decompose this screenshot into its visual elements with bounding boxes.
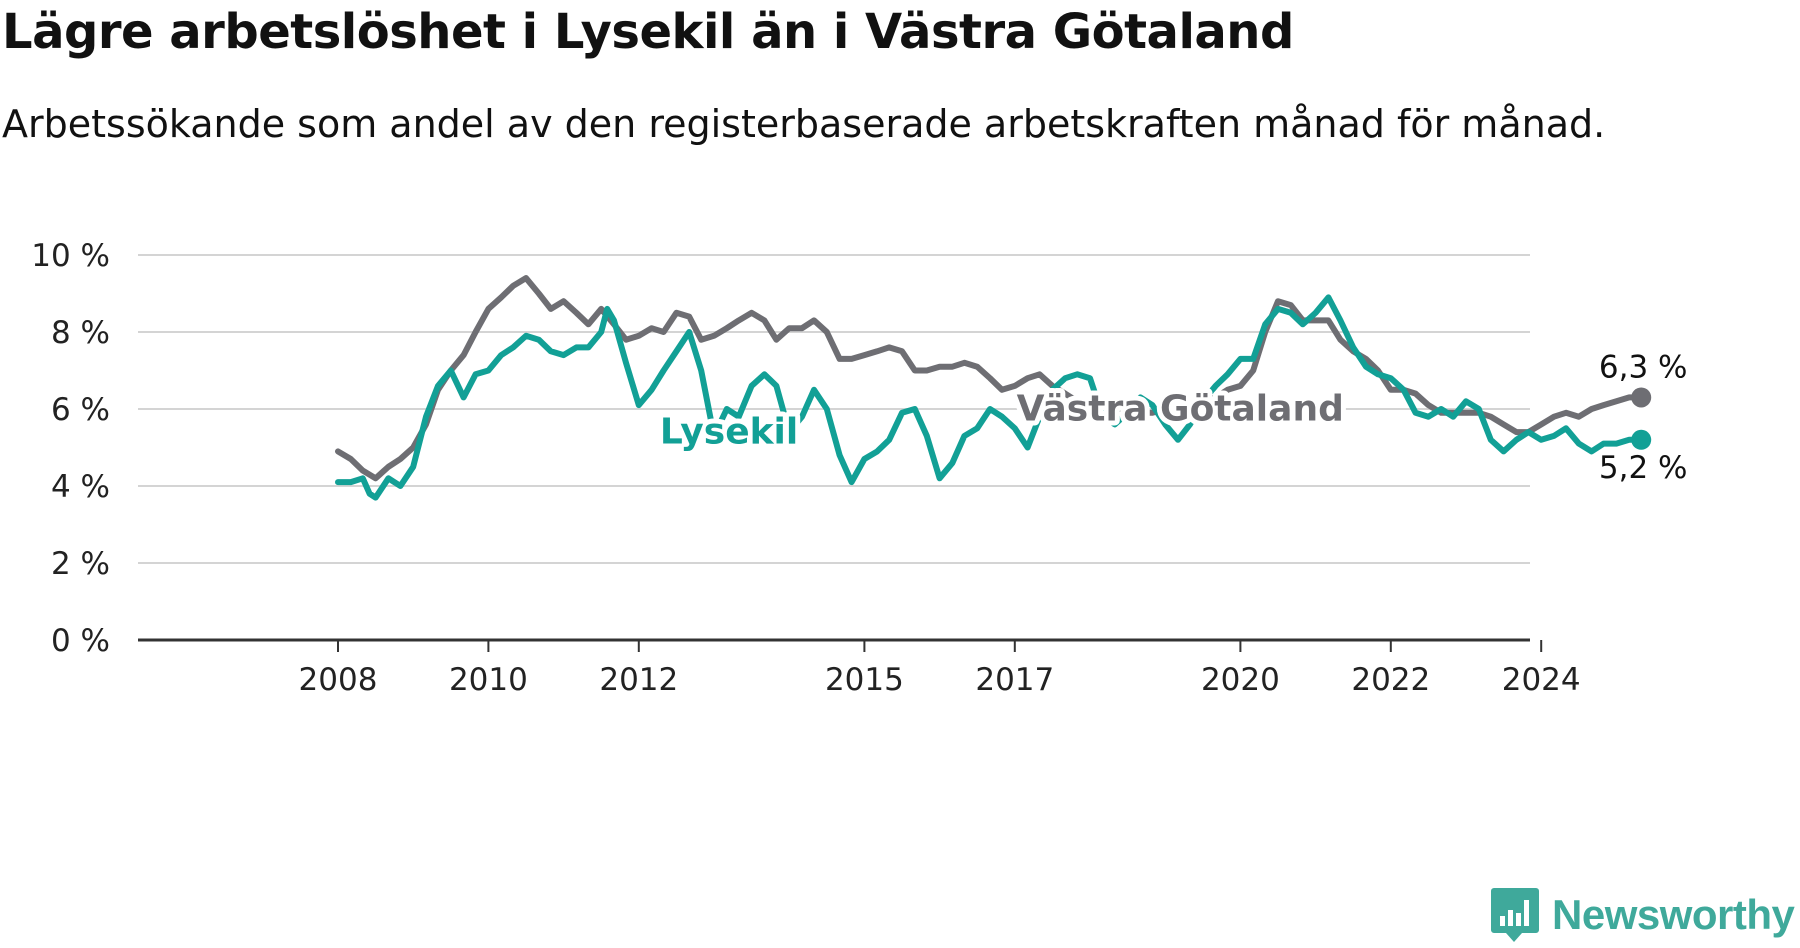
series-end-point bbox=[1631, 429, 1652, 450]
series-label: Lysekil bbox=[660, 412, 798, 453]
series-end-point bbox=[1631, 387, 1652, 408]
x-tick-label: 2012 bbox=[599, 662, 678, 698]
x-tick-label: 2022 bbox=[1351, 662, 1430, 698]
bar-chart-speech-bubble-icon bbox=[1491, 888, 1539, 942]
x-tick-label: 2020 bbox=[1201, 662, 1280, 698]
series-end-label: 5,2 % bbox=[1599, 450, 1688, 486]
chart-title: Lägre arbetslöshet i Lysekil än i Västra… bbox=[2, 4, 1294, 60]
x-tick-label: 2017 bbox=[975, 662, 1054, 698]
y-tick-label: 6 % bbox=[51, 392, 110, 428]
series-label: Västra Götaland bbox=[1017, 389, 1344, 430]
brand-logo: Newsworthy bbox=[1490, 886, 1795, 944]
x-tick-label: 2010 bbox=[449, 662, 528, 698]
x-tick-label: 2015 bbox=[825, 662, 904, 698]
series-label-halo: Lysekil bbox=[660, 412, 798, 453]
chart-subtitle: Arbetssökande som andel av den registerb… bbox=[2, 102, 1606, 146]
series-label-halo: Västra Götaland bbox=[1017, 389, 1344, 430]
x-axis: 2008 2010 2012 2015 2017 2020 2022 2024 bbox=[138, 638, 1581, 698]
brand-name: Newsworthy bbox=[1552, 891, 1795, 938]
y-axis-ticks: 0 % 2 % 4 % 6 % 8 % 10 % bbox=[31, 238, 110, 659]
x-tick-label: 2024 bbox=[1502, 662, 1581, 698]
series-lines bbox=[335, 275, 1652, 501]
series-end-label: 6,3 % bbox=[1599, 349, 1688, 385]
series-line-vastra-gotaland bbox=[335, 275, 1645, 482]
y-tick-label: 4 % bbox=[51, 469, 110, 505]
series-line-lysekil bbox=[335, 294, 1645, 501]
y-tick-label: 10 % bbox=[31, 238, 110, 274]
y-tick-label: 0 % bbox=[51, 623, 110, 659]
x-tick-label: 2008 bbox=[299, 662, 378, 698]
y-tick-label: 8 % bbox=[51, 315, 110, 351]
y-tick-label: 2 % bbox=[51, 546, 110, 582]
gridlines bbox=[138, 254, 1530, 564]
